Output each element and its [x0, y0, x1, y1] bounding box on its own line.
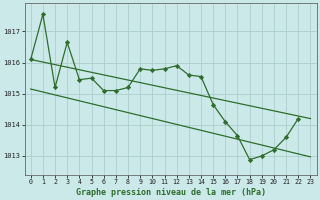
X-axis label: Graphe pression niveau de la mer (hPa): Graphe pression niveau de la mer (hPa) [76, 188, 266, 197]
